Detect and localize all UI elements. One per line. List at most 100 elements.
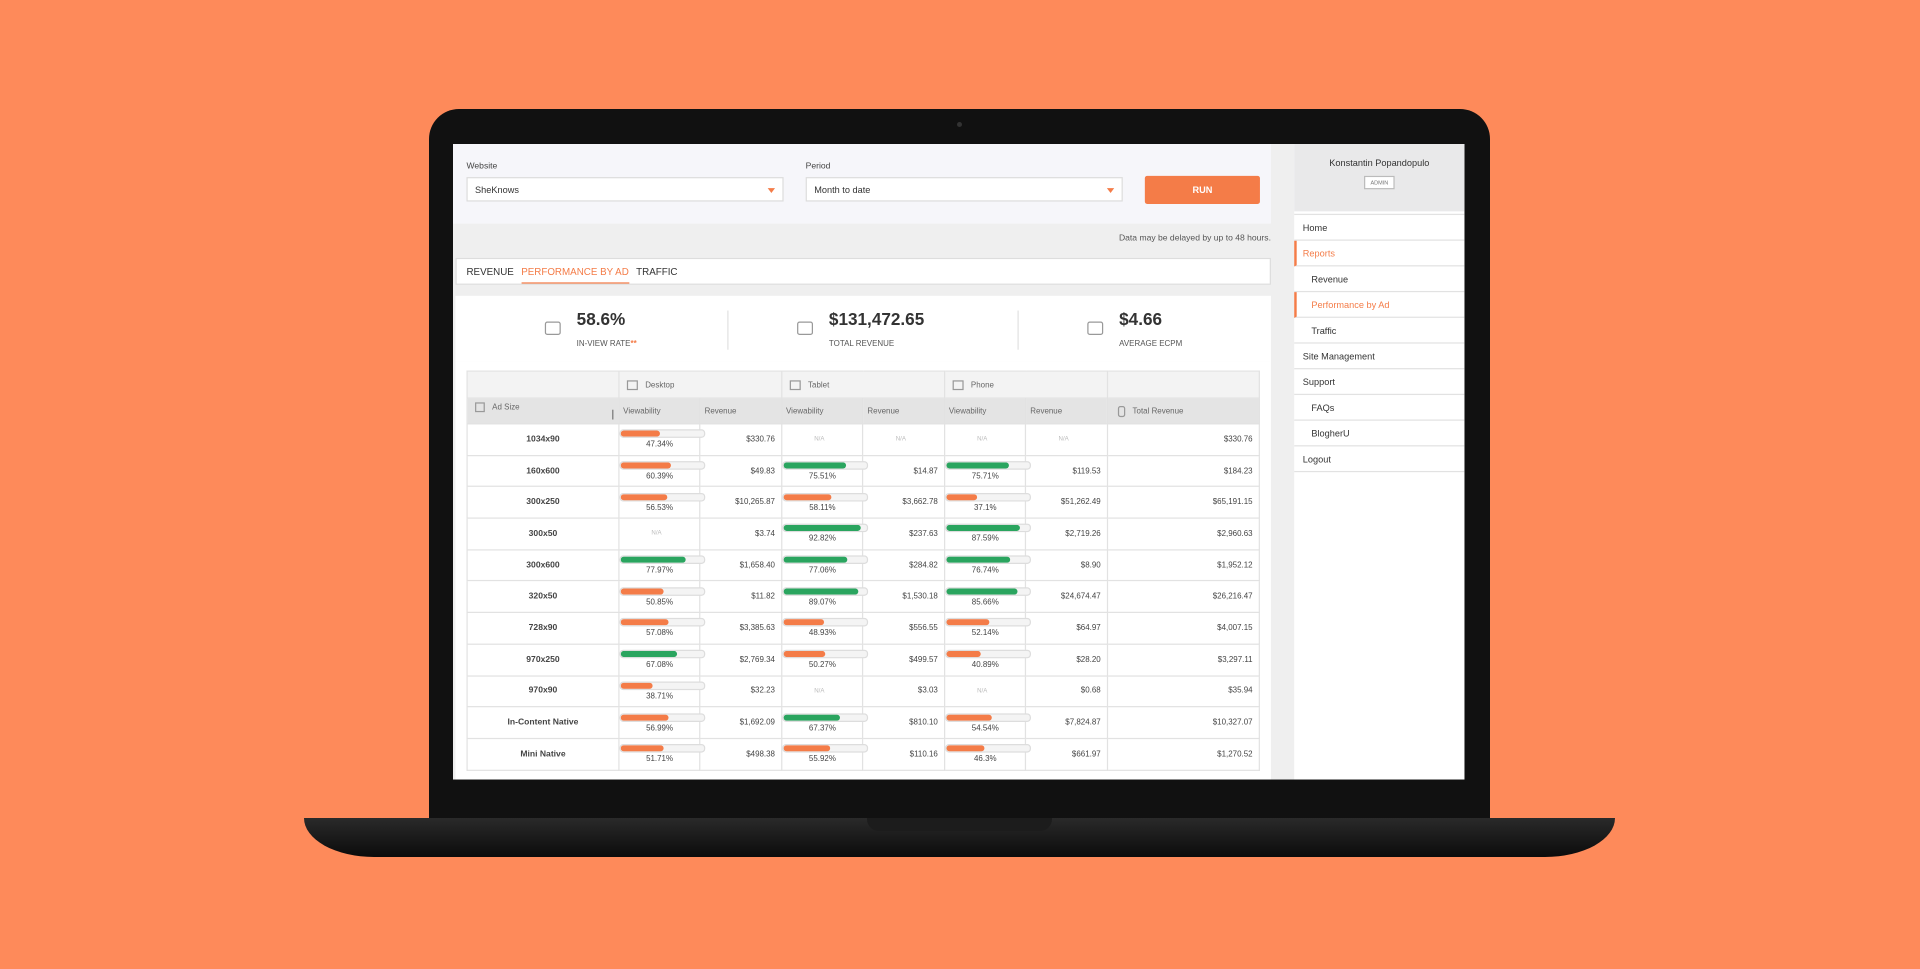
bar-track — [619, 712, 706, 722]
ad-size: 320x50 — [466, 580, 620, 614]
menu-item[interactable]: BlogherU — [1294, 421, 1465, 447]
revenue: $499.57 — [862, 643, 946, 677]
viewability-cell: 51.71% — [618, 737, 706, 771]
column-header-row: Ad Size Viewability Revenue Viewability Reve… — [466, 397, 1260, 425]
viewability-label: 55.92% — [808, 755, 836, 764]
viewability-cell: 92.82% — [781, 517, 869, 551]
bar-track — [945, 524, 1031, 533]
user-name: Konstantin Popandopulo — [1329, 157, 1430, 169]
revenue: $2,769.34 — [699, 643, 783, 677]
viewability-bar — [946, 493, 978, 500]
viewability-label: 56.53% — [646, 503, 674, 513]
revenue: $64.97 — [1025, 611, 1109, 645]
column-name: Revenue — [867, 406, 900, 416]
kpi-divider — [727, 310, 729, 350]
viewability-cell: 58.11% — [781, 486, 869, 519]
total-revenue: $35.94 — [1106, 674, 1260, 708]
data-row: 970x90 38.71% $32.23 N/A $3.03 N/A $0.68 $35.94 — [466, 674, 1260, 708]
viewability-bar — [783, 588, 858, 595]
website-label: Website — [466, 162, 498, 171]
kpi-label: TOTAL REVENUE — [829, 340, 894, 349]
menu-item[interactable]: Performance by Ad — [1294, 292, 1465, 318]
tab[interactable]: PERFORMANCE BY AD — [521, 259, 629, 284]
viewability-bar — [620, 588, 664, 595]
column-name: Revenue — [704, 406, 737, 416]
viewability-label: 75.51% — [808, 472, 836, 481]
kpi-icon — [544, 321, 561, 336]
bar-track — [782, 587, 869, 596]
ad-size: 728x90 — [466, 611, 620, 645]
bar-track — [945, 492, 1031, 502]
menu-label: Reports — [1302, 248, 1335, 260]
menu-item[interactable]: FAQs — [1294, 395, 1465, 421]
kpi-icon — [1087, 321, 1104, 336]
header-cell — [466, 370, 620, 399]
revenue: $330.76 — [699, 423, 783, 456]
kpi-marker: ** — [630, 339, 637, 349]
revenue: $110.16 — [862, 737, 946, 771]
kpi-value: 58.6% — [576, 309, 626, 329]
column-header: Viewability — [781, 397, 864, 425]
viewability-label: 92.82% — [808, 535, 836, 544]
data-row: Mini Native 51.71% $498.38 55.92% $110.16 46.… — [466, 737, 1260, 771]
ad-size: 300x50 — [466, 517, 620, 551]
menu-item[interactable]: Logout — [1294, 446, 1465, 473]
viewability-bar — [783, 619, 825, 626]
menu-item[interactable]: Revenue — [1294, 266, 1465, 293]
menu-item[interactable]: Traffic — [1294, 318, 1465, 344]
group-name: Tablet — [808, 380, 830, 390]
revenue: $556.55 — [862, 611, 946, 645]
viewability-cell: 40.89% — [943, 643, 1031, 677]
data-row: 1034x90 47.34% $330.76 N/A N/A N/A N/A $330.76 — [466, 423, 1260, 456]
revenue: $32.23 — [699, 674, 783, 708]
viewability-cell: 75.51% — [781, 454, 869, 488]
data-row: 160x600 60.39% $49.83 75.51% $14.87 75.71% $11… — [466, 454, 1260, 488]
revenue: $3.03 — [862, 674, 946, 708]
menu-item[interactable]: Site Management — [1294, 344, 1465, 370]
viewability-bar — [946, 714, 992, 721]
device-icon — [952, 379, 964, 390]
viewability-label: 56.99% — [646, 723, 674, 733]
sort-arrow — [612, 409, 614, 420]
sidebar: Konstantin Popandopulo ADMIN Home Reports… — [1294, 144, 1465, 780]
viewability-cell: 56.53% — [618, 486, 706, 519]
viewability-label: 50.85% — [646, 598, 674, 607]
column-header: Viewability — [943, 397, 1027, 425]
tab[interactable]: REVENUE — [466, 266, 514, 278]
website-select[interactable]: SheKnows — [466, 177, 784, 202]
menu-item[interactable]: Home — [1294, 215, 1465, 241]
tab[interactable]: TRAFFIC — [636, 266, 678, 278]
revenue: $810.10 — [862, 706, 946, 739]
bar-track — [945, 712, 1031, 722]
viewability-bar — [620, 462, 671, 469]
menu-item[interactable]: Reports — [1294, 240, 1465, 267]
viewability-bar — [946, 745, 985, 752]
viewability-bar — [946, 556, 1011, 563]
viewability-cell: 50.27% — [781, 643, 869, 677]
total-revenue: $330.76 — [1106, 423, 1260, 456]
viewability-cell: 38.71% — [618, 674, 706, 708]
viewability-cell: 67.37% — [781, 706, 869, 739]
na-cell: N/A — [781, 423, 864, 456]
data-row: 728x90 57.08% $3,385.63 48.93% $556.55 52.14%… — [466, 611, 1260, 645]
laptop-notch — [867, 818, 1052, 831]
menu-label: Performance by Ad — [1311, 299, 1390, 311]
column-header: Total Revenue — [1106, 397, 1260, 425]
menu-item[interactable]: Support — [1294, 369, 1465, 396]
viewability-label: 77.97% — [646, 566, 674, 576]
na-cell: N/A — [781, 674, 864, 708]
run-button[interactable]: RUN — [1144, 175, 1260, 205]
viewability-label: 38.71% — [646, 692, 674, 701]
menu: Home Reports Revenue Performance by Ad Traff… — [1294, 213, 1465, 473]
kpi-label-text: IN-VIEW RATE — [576, 339, 631, 349]
viewability-bar — [783, 651, 826, 658]
period-select[interactable]: Month to date — [805, 177, 1123, 202]
viewability-bar — [946, 588, 1018, 595]
device-icon — [626, 379, 638, 390]
viewability-cell: 55.92% — [781, 737, 869, 771]
total-revenue: $26,216.47 — [1106, 580, 1260, 614]
viewability-bar — [783, 556, 848, 563]
viewability-label: 75.71% — [971, 472, 999, 481]
kpi-divider — [1017, 310, 1019, 350]
menu-label: Support — [1302, 376, 1335, 388]
